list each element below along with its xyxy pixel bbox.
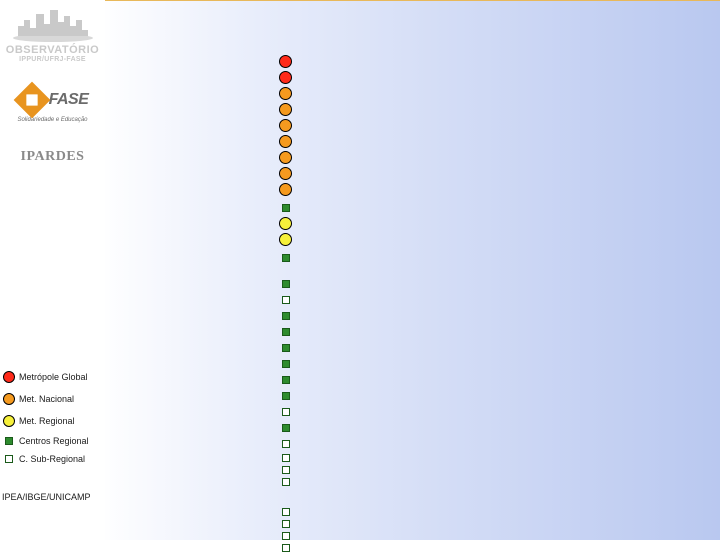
data-square-marker xyxy=(282,478,290,486)
fase-square-icon xyxy=(13,82,50,119)
legend-label: Met. Regional xyxy=(19,416,75,426)
data-square-marker xyxy=(282,508,290,516)
skyline-icon xyxy=(12,6,94,42)
data-circle-marker xyxy=(279,71,292,84)
data-square-marker xyxy=(282,520,290,528)
main-area xyxy=(105,0,720,540)
data-square-marker xyxy=(282,312,290,320)
observatorio-subtitle: IPPUR/UFRJ-FASE xyxy=(19,56,86,63)
fase-text: FASE xyxy=(49,91,89,109)
legend-label: C. Sub-Regional xyxy=(19,454,85,464)
logo-fase: FASE Solidariedade e Educação xyxy=(0,85,105,123)
sidebar: OBSERVATÓRIO IPPUR/UFRJ-FASE FASE Solida… xyxy=(0,0,105,540)
legend-square-icon xyxy=(5,455,13,463)
data-square-marker xyxy=(282,544,290,552)
data-square-marker xyxy=(282,466,290,474)
data-circle-marker xyxy=(279,151,292,164)
observatorio-title: OBSERVATÓRIO xyxy=(6,44,99,56)
data-square-marker xyxy=(282,454,290,462)
data-circle-marker xyxy=(279,55,292,68)
data-square-marker xyxy=(282,254,290,262)
legend-item: Metrópole Global xyxy=(3,366,105,388)
data-square-marker xyxy=(282,392,290,400)
data-circle-marker xyxy=(279,233,292,246)
data-circle-marker xyxy=(279,119,292,132)
data-square-marker xyxy=(282,440,290,448)
data-circle-marker xyxy=(279,103,292,116)
legend-item: Centros Regional xyxy=(3,432,105,450)
logo-observatorio: OBSERVATÓRIO IPPUR/UFRJ-FASE xyxy=(0,6,105,63)
logo-ipardes: IPARDES xyxy=(0,149,105,165)
legend: Metrópole Global Met. Nacional Met. Region… xyxy=(3,366,105,468)
data-column xyxy=(279,55,292,555)
data-circle-marker xyxy=(279,167,292,180)
data-square-marker xyxy=(282,204,290,212)
data-circle-marker xyxy=(279,135,292,148)
data-square-marker xyxy=(282,532,290,540)
legend-label: Centros Regional xyxy=(19,436,89,446)
data-square-marker xyxy=(282,424,290,432)
data-square-marker xyxy=(282,296,290,304)
legend-label: Met. Nacional xyxy=(19,394,74,404)
data-square-marker xyxy=(282,280,290,288)
legend-label: Metrópole Global xyxy=(19,372,88,382)
legend-square-icon xyxy=(5,437,13,445)
data-square-marker xyxy=(282,344,290,352)
data-circle-marker xyxy=(279,87,292,100)
data-square-marker xyxy=(282,376,290,384)
data-circle-marker xyxy=(279,183,292,196)
legend-circle-icon xyxy=(3,415,15,427)
source-label: IPEA/IBGE/UNICAMP xyxy=(2,492,91,502)
data-circle-marker xyxy=(279,217,292,230)
data-square-marker xyxy=(282,328,290,336)
legend-circle-icon xyxy=(3,371,15,383)
legend-item: C. Sub-Regional xyxy=(3,450,105,468)
legend-item: Met. Nacional xyxy=(3,388,105,410)
data-square-marker xyxy=(282,408,290,416)
data-square-marker xyxy=(282,360,290,368)
fase-subtitle: Solidariedade e Educação xyxy=(17,117,87,123)
legend-item: Met. Regional xyxy=(3,410,105,432)
legend-circle-icon xyxy=(3,393,15,405)
